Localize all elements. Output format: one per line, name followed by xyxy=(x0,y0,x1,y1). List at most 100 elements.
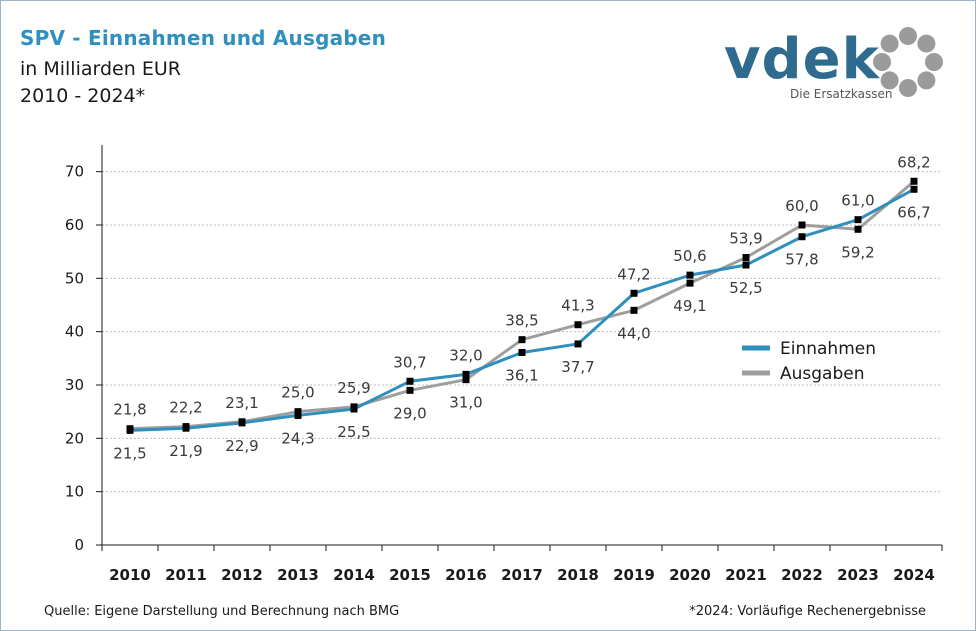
data-point-einnahmen xyxy=(238,419,246,427)
logo-wordmark: vdek xyxy=(724,27,881,92)
data-point-ausgaben xyxy=(518,336,526,344)
data-label-ausgaben: 44,0 xyxy=(617,324,650,342)
data-label-einnahmen: 61,0 xyxy=(841,192,874,210)
data-point-einnahmen xyxy=(686,271,694,279)
data-label-ausgaben: 59,2 xyxy=(841,243,874,261)
data-label-einnahmen: 21,9 xyxy=(169,442,202,460)
x-tick-label: 2010 xyxy=(109,566,151,584)
data-point-einnahmen xyxy=(518,348,526,356)
data-point-ausgaben xyxy=(686,279,694,287)
data-label-einnahmen: 36,1 xyxy=(505,366,538,384)
logo-ring-dot xyxy=(880,71,899,90)
x-tick-label: 2014 xyxy=(333,566,375,584)
y-tick-label: 10 xyxy=(65,483,84,501)
legend-label-einnahmen: Einnahmen xyxy=(780,339,876,359)
data-label-ausgaben: 68,2 xyxy=(897,153,930,171)
data-point-ausgaben xyxy=(294,408,302,416)
data-label-einnahmen: 52,5 xyxy=(729,279,762,297)
x-tick-label: 2023 xyxy=(837,566,879,584)
data-point-ausgaben xyxy=(462,376,470,384)
data-label-einnahmen: 32,0 xyxy=(449,346,482,364)
data-label-einnahmen: 50,6 xyxy=(673,247,706,265)
x-tick-label: 2018 xyxy=(557,566,599,584)
y-tick-label: 0 xyxy=(74,536,84,554)
x-tick-label: 2019 xyxy=(613,566,655,584)
chart-title: SPV - Einnahmen und Ausgaben xyxy=(20,26,387,50)
data-label-ausgaben: 22,2 xyxy=(169,399,202,417)
x-tick-label: 2012 xyxy=(221,566,263,584)
data-point-einnahmen xyxy=(462,370,470,378)
logo-ring-dot xyxy=(899,79,917,97)
data-label-ausgaben: 25,9 xyxy=(337,379,370,397)
data-point-einnahmen xyxy=(294,411,302,419)
data-label-ausgaben: 60,0 xyxy=(785,197,818,215)
x-tick-label: 2015 xyxy=(389,566,431,584)
chart-years: 2010 - 2024* xyxy=(20,85,146,107)
y-tick-label: 60 xyxy=(65,216,84,234)
data-point-ausgaben xyxy=(910,177,918,185)
data-point-einnahmen xyxy=(798,233,806,241)
data-point-einnahmen xyxy=(742,261,750,269)
data-label-ausgaben: 23,1 xyxy=(225,394,258,412)
data-point-einnahmen xyxy=(126,426,134,434)
data-label-ausgaben: 53,9 xyxy=(729,230,762,248)
data-point-ausgaben xyxy=(854,225,862,233)
data-label-einnahmen: 24,3 xyxy=(281,429,314,447)
series-line-ausgaben xyxy=(129,180,915,431)
footnote: *2024: Vorläufige Rechenergebnisse xyxy=(689,604,926,619)
data-label-einnahmen: 25,5 xyxy=(337,423,370,441)
logo-ring-icon xyxy=(873,27,943,97)
data-label-einnahmen: 37,7 xyxy=(561,358,594,376)
x-tick-label: 2022 xyxy=(781,566,823,584)
logo-ring-dot xyxy=(917,34,936,53)
logo-tagline: Die Ersatzkassen xyxy=(790,87,892,101)
logo-ring-dot xyxy=(880,34,899,53)
data-label-ausgaben: 41,3 xyxy=(561,297,594,315)
data-point-ausgaben xyxy=(630,306,638,314)
data-label-ausgaben: 49,1 xyxy=(673,297,706,315)
data-point-einnahmen xyxy=(910,185,918,193)
data-point-einnahmen xyxy=(182,424,190,432)
data-label-einnahmen: 66,7 xyxy=(897,203,930,221)
data-label-ausgaben: 31,0 xyxy=(449,394,482,412)
data-label-einnahmen: 57,8 xyxy=(785,251,818,269)
x-tick-label: 2017 xyxy=(501,566,543,584)
data-label-einnahmen: 22,9 xyxy=(225,437,258,455)
x-tick-label: 2024 xyxy=(893,566,935,584)
x-tick-label: 2021 xyxy=(725,566,767,584)
logo-ring-dot xyxy=(917,71,936,90)
data-label-einnahmen: 47,2 xyxy=(617,265,650,283)
data-point-einnahmen xyxy=(630,289,638,297)
y-tick-label: 50 xyxy=(65,269,84,287)
x-tick-label: 2016 xyxy=(445,566,487,584)
data-label-ausgaben: 29,0 xyxy=(393,404,426,422)
data-point-einnahmen xyxy=(854,216,862,224)
data-point-ausgaben xyxy=(798,221,806,229)
y-tick-label: 20 xyxy=(65,429,84,447)
data-label-einnahmen: 30,7 xyxy=(393,353,426,371)
vdek-logo: vdek Die Ersatzkassen xyxy=(724,27,943,101)
x-tick-label: 2011 xyxy=(165,566,207,584)
logo-ring-dot xyxy=(925,53,943,71)
data-point-einnahmen xyxy=(574,340,582,348)
logo-ring-dot xyxy=(899,27,917,45)
legend-label-ausgaben: Ausgaben xyxy=(780,364,865,384)
data-point-einnahmen xyxy=(406,377,414,385)
data-label-ausgaben: 21,8 xyxy=(113,401,146,419)
x-tick-label: 2020 xyxy=(669,566,711,584)
data-point-ausgaben xyxy=(742,254,750,262)
y-tick-label: 70 xyxy=(65,163,84,181)
y-tick-label: 40 xyxy=(65,323,84,341)
source-note: Quelle: Eigene Darstellung und Berechnun… xyxy=(44,604,400,619)
data-point-ausgaben xyxy=(574,321,582,329)
y-tick-label: 30 xyxy=(65,376,84,394)
data-point-einnahmen xyxy=(350,405,358,413)
x-tick-label: 2013 xyxy=(277,566,319,584)
data-label-ausgaben: 25,0 xyxy=(281,384,314,402)
data-label-einnahmen: 21,5 xyxy=(113,444,146,462)
chart-subtitle: in Milliarden EUR xyxy=(20,58,181,80)
data-point-ausgaben xyxy=(406,386,414,394)
logo-ring-dot xyxy=(873,53,891,71)
